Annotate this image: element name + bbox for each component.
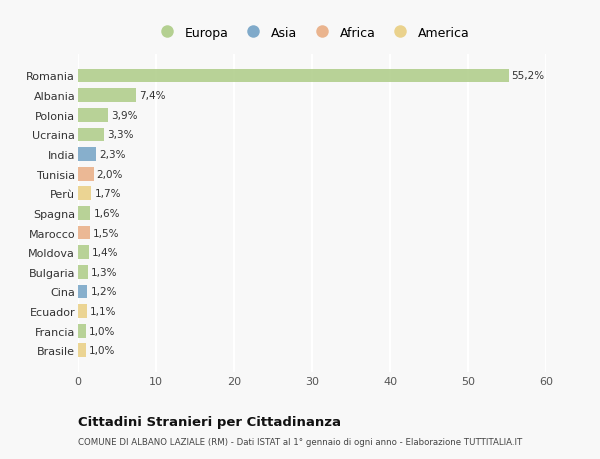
Text: 1,5%: 1,5% [93, 228, 119, 238]
Bar [78, 148, 96, 162]
Bar [78, 89, 136, 103]
Text: 1,6%: 1,6% [94, 208, 120, 218]
Text: 1,1%: 1,1% [90, 306, 116, 316]
Bar [78, 226, 90, 240]
Text: COMUNE DI ALBANO LAZIALE (RM) - Dati ISTAT al 1° gennaio di ogni anno - Elaboraz: COMUNE DI ALBANO LAZIALE (RM) - Dati IST… [78, 437, 522, 446]
Text: 1,2%: 1,2% [91, 287, 117, 297]
Text: 1,7%: 1,7% [94, 189, 121, 199]
Bar [78, 207, 91, 220]
Bar [78, 187, 91, 201]
Text: 1,3%: 1,3% [91, 267, 118, 277]
Bar [78, 324, 86, 338]
Bar [78, 128, 104, 142]
Text: 2,0%: 2,0% [97, 169, 123, 179]
Text: 7,4%: 7,4% [139, 91, 166, 101]
Bar [78, 304, 86, 318]
Bar [78, 168, 94, 181]
Text: 2,3%: 2,3% [99, 150, 125, 160]
Bar [78, 285, 88, 299]
Text: 3,3%: 3,3% [107, 130, 133, 140]
Text: 1,0%: 1,0% [89, 346, 115, 356]
Bar [78, 265, 88, 279]
Bar [78, 109, 109, 123]
Text: 55,2%: 55,2% [512, 71, 545, 81]
Bar [78, 69, 509, 83]
Bar [78, 246, 89, 259]
Text: 1,4%: 1,4% [92, 247, 119, 257]
Text: Cittadini Stranieri per Cittadinanza: Cittadini Stranieri per Cittadinanza [78, 415, 341, 428]
Bar [78, 344, 86, 358]
Text: 3,9%: 3,9% [112, 111, 138, 121]
Legend: Europa, Asia, Africa, America: Europa, Asia, Africa, America [154, 27, 470, 39]
Text: 1,0%: 1,0% [89, 326, 115, 336]
